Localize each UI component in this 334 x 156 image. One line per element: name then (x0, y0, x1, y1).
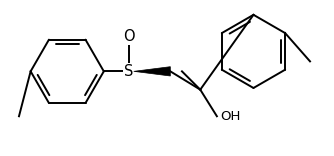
Text: OH: OH (220, 110, 240, 123)
Text: S: S (124, 64, 134, 79)
Polygon shape (134, 67, 170, 76)
Text: O: O (123, 29, 135, 44)
